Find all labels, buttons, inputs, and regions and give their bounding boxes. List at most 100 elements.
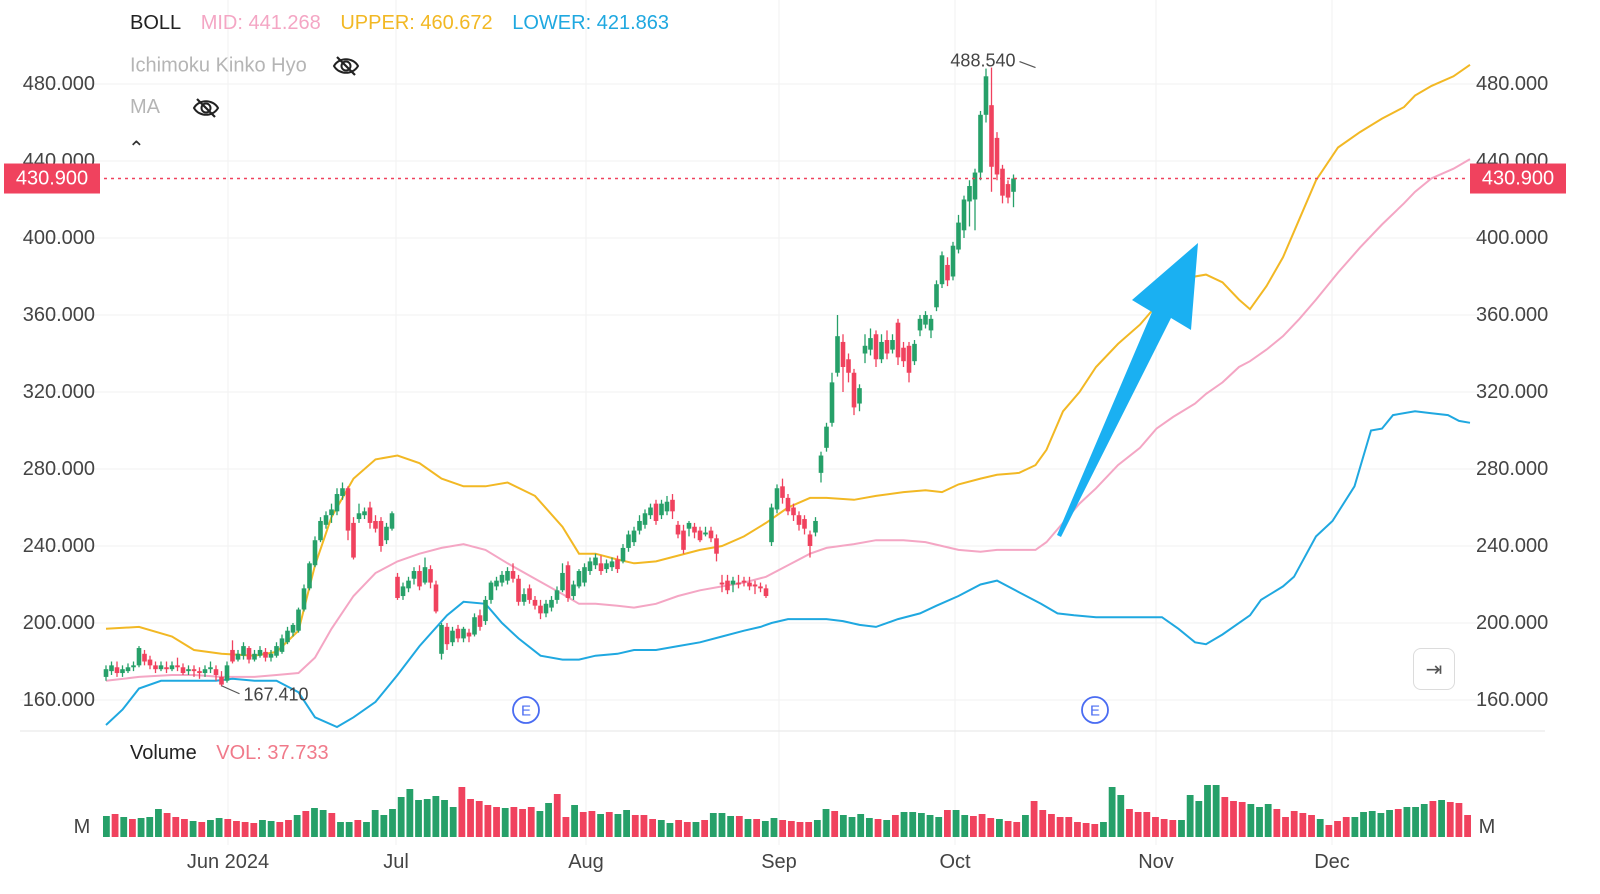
candle <box>323 511 329 529</box>
candle <box>400 582 406 600</box>
candle <box>290 623 296 637</box>
volume-bar <box>996 819 1003 837</box>
volume-bar <box>1377 813 1385 837</box>
volume-bar <box>1082 823 1090 837</box>
axes: 160.000 160.000 200.000 200.000 240.000 240.0… <box>23 73 1549 873</box>
candle <box>219 671 224 687</box>
volume-bar <box>1316 819 1324 837</box>
volume-bar <box>943 810 951 837</box>
candle <box>659 499 664 520</box>
volume-bar <box>224 819 232 837</box>
candle <box>978 110 983 181</box>
boll-mid-line <box>105 158 1471 682</box>
candle <box>202 665 208 677</box>
candle <box>329 503 334 523</box>
volume-bar <box>675 820 683 837</box>
volume-legend[interactable]: Volume VOL: 37.733 <box>130 742 343 765</box>
candle <box>263 648 268 662</box>
volume-bar <box>605 812 613 837</box>
volume-bar <box>1169 820 1177 837</box>
candle <box>114 661 120 677</box>
volume-bar <box>467 799 474 837</box>
volume-bar <box>744 819 752 837</box>
volume-bar <box>449 807 457 837</box>
candle <box>301 584 307 612</box>
candle <box>950 241 956 281</box>
volume-bar <box>276 822 284 837</box>
volume-bar <box>406 789 414 837</box>
volume-bar <box>501 808 509 837</box>
volume-bar <box>458 787 466 837</box>
volume-bar <box>1039 810 1047 837</box>
volume-bar <box>397 797 405 837</box>
candle <box>285 626 290 645</box>
volume-bar <box>111 814 119 837</box>
candle <box>307 561 312 591</box>
volume-bar <box>1299 813 1307 837</box>
volume-bar <box>241 822 249 837</box>
volume-bar <box>345 822 353 837</box>
bollinger-bands <box>105 63 1471 729</box>
svg-text:E: E <box>521 703 531 720</box>
boll-mid: MID: 441.268 <box>200 12 321 34</box>
candle <box>664 495 670 516</box>
candle <box>362 507 367 520</box>
volume-bar <box>978 814 986 837</box>
earnings-event-marker[interactable]: E <box>1081 696 1109 724</box>
volume-bar <box>709 813 717 837</box>
boll-legend[interactable]: BOLL MID: 441.268 UPPER: 460.672 LOWER: … <box>130 12 683 35</box>
volume-bar <box>441 800 448 837</box>
candle <box>296 607 301 633</box>
candle <box>626 530 631 552</box>
candle <box>1011 174 1016 208</box>
volume-bar <box>753 819 761 837</box>
volume-bar <box>1013 822 1021 837</box>
candle <box>378 517 384 552</box>
ichimoku-legend[interactable]: Ichimoku Kinko Hyo <box>130 54 360 78</box>
volume-bar <box>588 811 596 837</box>
y-tick-label-left: 400.000 <box>23 227 95 249</box>
candle <box>598 555 604 575</box>
candle <box>510 563 516 583</box>
volume-bar <box>935 817 943 837</box>
chevron-up-icon[interactable]: ⌃ <box>128 138 145 160</box>
candle <box>675 520 681 539</box>
candle <box>895 318 901 366</box>
volume-bar <box>909 812 917 837</box>
y-tick-label-left: 360.000 <box>23 304 95 326</box>
candle <box>725 574 730 595</box>
volume-bar <box>1273 809 1281 837</box>
volume-bar <box>1186 795 1194 837</box>
earnings-event-marker[interactable]: E <box>512 696 540 724</box>
volume-bar <box>1386 810 1393 837</box>
candle <box>862 334 868 364</box>
candle <box>224 661 230 683</box>
candle <box>175 657 180 672</box>
volume-bar <box>1238 802 1246 837</box>
eye-off-icon[interactable] <box>332 54 360 78</box>
volume-bar <box>319 810 327 837</box>
candlesticks[interactable] <box>103 67 1016 687</box>
volume-bar <box>891 815 899 837</box>
volume-bar <box>1429 801 1437 837</box>
eye-off-icon[interactable] <box>192 96 220 120</box>
volume-bar <box>371 810 379 837</box>
volume-bar <box>874 819 882 837</box>
scroll-to-latest-button[interactable]: ⇥ <box>1413 648 1455 690</box>
volume-bar <box>302 811 310 837</box>
volume-bar <box>189 821 197 837</box>
volume-bar <box>103 816 110 837</box>
volume-bar <box>354 820 362 837</box>
current-price-label-right: 430.900 <box>1482 168 1554 190</box>
volume-bar <box>1438 800 1445 837</box>
volume-bar <box>1100 822 1107 837</box>
candle <box>736 574 741 589</box>
volume-bar <box>293 815 301 837</box>
volume-bar <box>961 815 969 837</box>
candle <box>213 665 219 681</box>
volume-bar <box>1403 807 1411 837</box>
ma-legend[interactable]: MA <box>130 96 220 120</box>
y-tick-label-right: 160.000 <box>1476 689 1548 711</box>
volume-bar <box>683 822 691 837</box>
